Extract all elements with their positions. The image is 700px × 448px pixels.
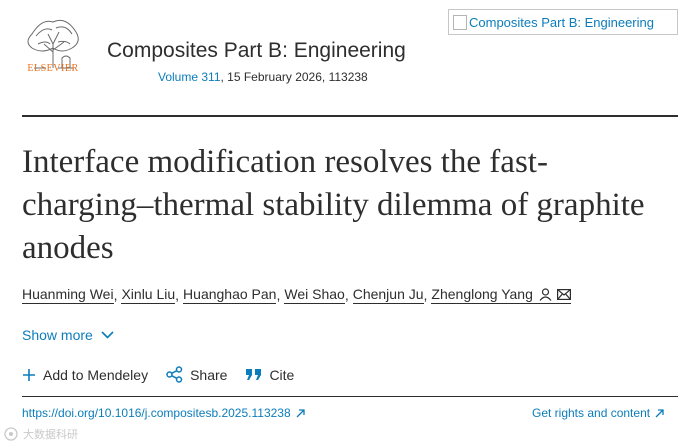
share-label: Share [190,366,228,383]
external-link-icon [296,408,305,417]
plus-icon [23,368,35,381]
author-link[interactable]: Chenjun Ju [352,286,424,304]
broken-image-icon [453,14,467,30]
publisher-wordmark: ELSEVIER [27,63,79,74]
author-name: Zhenglong Yang [431,286,533,302]
corresponding-author-link[interactable]: Zhenglong Yang [431,286,571,304]
add-to-mendeley-button[interactable]: Add to Mendeley [22,367,148,383]
author-link[interactable]: Huanming Wei [22,286,114,304]
watermark-text: 大数据科研 [23,429,78,441]
journal-issue-info: Volume 311, 15 February 2026, 113238 [158,70,368,84]
article-actions: Add to Mendeley Share Cite [22,366,312,383]
chevron-down-icon [101,331,114,339]
show-more-button[interactable]: Show more [22,327,114,343]
author-list: Huanming Wei, Xinlu Liu, Huanghao Pan, W… [22,286,571,304]
person-icon [539,287,552,301]
journal-cover-image[interactable]: Composites Part B: Engineering [448,9,678,35]
share-icon [166,366,183,383]
author-link[interactable]: Xinlu Liu [121,286,176,304]
quote-icon [246,369,262,380]
add-to-mendeley-label: Add to Mendeley [43,366,149,383]
article-title: Interface modification resolves the fast… [22,144,645,266]
issue-date-pages: , 15 February 2026, 113238 [220,70,368,84]
rights-text: Get rights and content [532,406,651,420]
volume-link[interactable]: Volume 311 [158,70,221,84]
header-divider [22,115,678,117]
watermark-logo [4,427,18,441]
share-button[interactable]: Share [166,366,227,383]
journal-title[interactable]: Composites Part B: Engineering [107,39,406,62]
show-more-label: Show more [22,327,93,343]
external-link-icon [655,408,664,417]
watermark: 大数据科研 [4,426,78,442]
doi-text: https://doi.org/10.1016/j.compositesb.20… [22,406,291,420]
cite-label: Cite [269,366,295,383]
mail-icon [556,288,571,300]
elsevier-tree-logo [22,14,84,70]
cite-button[interactable]: Cite [245,367,294,383]
author-link[interactable]: Huanghao Pan [183,286,277,304]
doi-link[interactable]: https://doi.org/10.1016/j.compositesb.20… [22,406,305,420]
journal-cover-alt-text: Composites Part B: Engineering [469,14,654,30]
author-link[interactable]: Wei Shao [284,286,345,304]
rights-link[interactable]: Get rights and content [532,406,664,420]
actions-divider [22,396,678,397]
